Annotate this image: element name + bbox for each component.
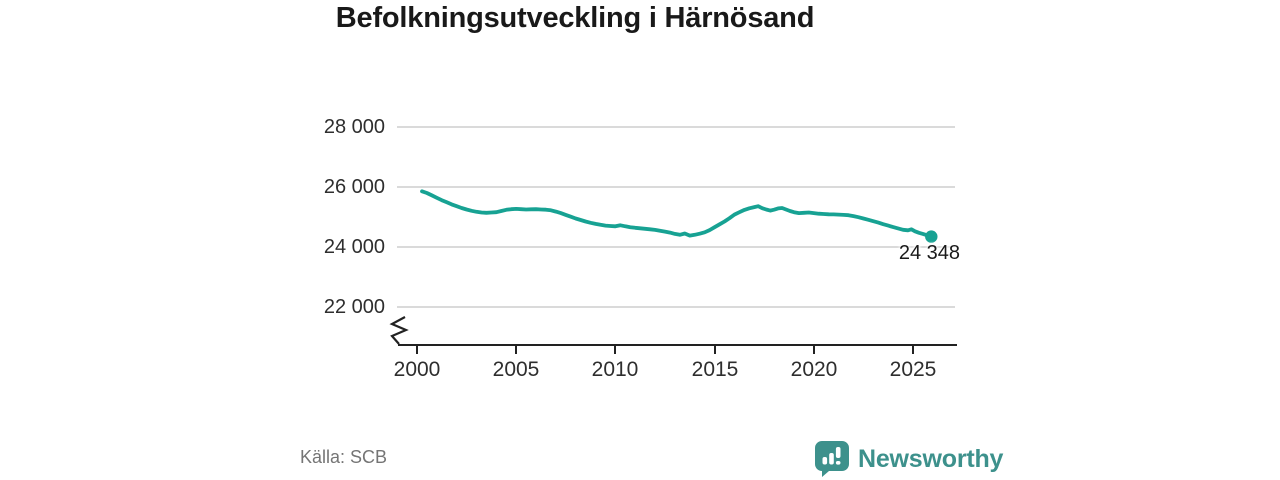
x-axis-tick-label: 2000 [393, 358, 441, 381]
newsworthy-logo: Newsworthy [815, 441, 1003, 477]
x-axis-tick-label: 2015 [691, 358, 739, 381]
x-axis-tick [614, 346, 616, 354]
x-axis-tick-label: 2020 [790, 358, 838, 381]
y-axis-tick-label: 28 000 [323, 116, 385, 138]
x-axis-tick [714, 346, 716, 354]
axis-break-icon [389, 316, 409, 345]
y-axis-tick-label: 22 000 [323, 296, 385, 318]
y-axis-tick-label: 26 000 [323, 176, 385, 198]
gridline-26000 [397, 186, 955, 188]
x-axis-line [398, 344, 957, 346]
newsworthy-logo-text: Newsworthy [858, 444, 1004, 473]
newsworthy-barchart-bubble-icon [815, 441, 849, 477]
x-axis-tick [813, 346, 815, 354]
x-axis-tick [416, 346, 418, 354]
y-axis-tick-label: 24 000 [323, 236, 385, 258]
x-axis-tick [912, 346, 914, 354]
x-axis-tick-label: 2025 [889, 358, 937, 381]
gridline-24000 [397, 246, 955, 248]
source-label: Källa: SCB [300, 447, 388, 467]
x-axis-tick-label: 2005 [492, 358, 540, 381]
population-line-series [420, 189, 934, 239]
series-end-point-marker [925, 230, 938, 243]
gridline-22000 [397, 306, 955, 308]
end-value-label: 24 348 [898, 242, 960, 264]
x-axis-tick [515, 346, 517, 354]
page-title: Befolkningsutveckling i Härnösand [335, 2, 815, 34]
x-axis-tick-label: 2010 [591, 358, 639, 381]
gridline-28000 [397, 126, 955, 128]
